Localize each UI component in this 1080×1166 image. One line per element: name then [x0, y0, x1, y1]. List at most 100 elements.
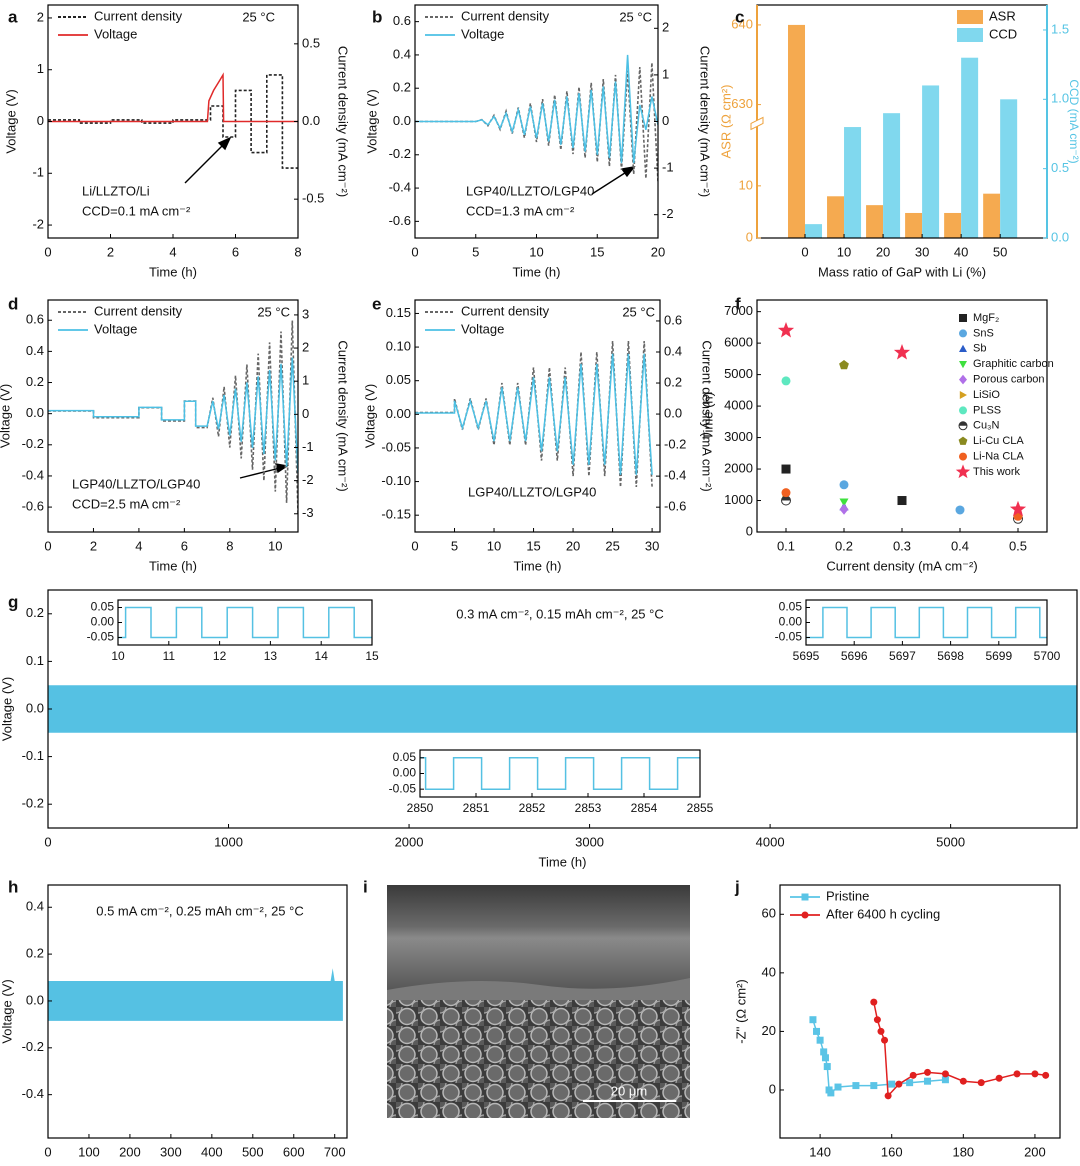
marker — [781, 464, 791, 474]
x-tick-label: 1000 — [214, 834, 243, 849]
y-tick-label: -0.15 — [381, 507, 411, 522]
arrow — [239, 467, 281, 479]
series-line — [48, 72, 298, 123]
x-tick-label: 10 — [268, 538, 282, 553]
y2-tick-label: -0.5 — [302, 191, 324, 206]
marker — [781, 376, 791, 386]
bar — [883, 113, 901, 238]
marker-half — [781, 496, 791, 501]
y2-tick-label: 1 — [302, 373, 309, 388]
marker — [977, 1079, 985, 1087]
y-tick-label: 0.2 — [26, 946, 44, 961]
y-tick-label: 0.6 — [393, 13, 411, 28]
y2-tick-label: -0.6 — [664, 499, 686, 514]
x-tick-label: 2000 — [395, 834, 424, 849]
frame — [414, 299, 661, 533]
legend-label: Voltage — [94, 26, 137, 41]
x-tick-label: 140 — [809, 1144, 831, 1159]
x-tick-label: 15 — [365, 649, 379, 663]
x-axis-label: Time (h) — [513, 264, 561, 279]
x-tick-label: 5000 — [936, 834, 965, 849]
x-tick-label: 180 — [952, 1144, 974, 1159]
panel-label: j — [734, 877, 740, 896]
y-tick-label: 7000 — [724, 303, 753, 318]
bar — [788, 24, 806, 238]
y-tick-label: 0.6 — [26, 312, 44, 327]
y-axis-label: Voltage (V) — [0, 677, 14, 741]
bar — [983, 193, 1001, 238]
y-tick-label: 10 — [739, 177, 753, 192]
marker — [941, 1076, 949, 1084]
y-tick-label: -1 — [32, 165, 44, 180]
x-tick-label: 300 — [160, 1144, 182, 1159]
bar — [805, 224, 823, 238]
panel-label: f — [735, 294, 741, 313]
legend-label: Voltage — [461, 321, 504, 336]
y-tick-label: 0.05 — [779, 600, 803, 614]
x-tick-label: 6 — [232, 244, 239, 259]
y-axis-label: -Z'' (Ω cm²) — [733, 979, 748, 1044]
y2-axis-label: Current density (mA cm⁻²) — [700, 340, 715, 491]
marker — [781, 488, 791, 498]
arrows — [184, 136, 636, 479]
plot-area — [788, 24, 1018, 238]
marker — [895, 1080, 903, 1088]
x-tick-label: 40 — [954, 244, 968, 259]
x-tick-label: 2855 — [687, 801, 714, 815]
y2-tick-label: -3 — [302, 505, 314, 520]
x-tick-label: 0 — [801, 244, 808, 259]
x-tick-label: 0 — [44, 1144, 51, 1159]
legend-label: Li-Na CLA — [973, 451, 1024, 463]
x-tick-label: 2854 — [631, 801, 658, 815]
y2-tick-label: 1 — [662, 66, 669, 81]
band — [48, 968, 343, 1021]
plot-area — [415, 341, 653, 488]
y-tick-label: 0.4 — [26, 343, 44, 358]
y2-tick-label: 2 — [302, 339, 309, 354]
marker — [870, 1082, 878, 1090]
plot-area — [420, 757, 700, 790]
x-tick-label: 15 — [590, 244, 604, 259]
marker — [897, 496, 907, 506]
y2-tick-label: 0 — [302, 406, 309, 421]
legend-label: Current density — [461, 303, 550, 318]
plot-area — [48, 968, 343, 1021]
bar — [1000, 99, 1018, 238]
y-tick-label: -0.4 — [22, 1086, 44, 1101]
x-tick-label: 0.2 — [835, 538, 853, 553]
bar — [866, 205, 884, 238]
plot-area — [118, 606, 372, 639]
y-tick-label: 0 — [746, 229, 753, 244]
legend-label: Pristine — [826, 888, 869, 903]
x-tick-label: 0 — [411, 538, 418, 553]
y-tick-label: 0.0 — [26, 405, 44, 420]
annotation: 25 °C — [622, 304, 655, 319]
y-tick-label: -0.6 — [22, 499, 44, 514]
y2-tick-label: -0.2 — [664, 437, 686, 452]
series-line — [118, 606, 372, 639]
marker — [821, 1054, 829, 1062]
legend-label: Voltage — [461, 26, 504, 41]
x-tick-label: 700 — [324, 1144, 346, 1159]
x-tick-label: 0 — [411, 244, 418, 259]
x-axis-label: Time (h) — [514, 558, 562, 573]
y-tick-label: 0 — [769, 1081, 776, 1096]
plot-area — [415, 54, 658, 183]
x-tick-label: 600 — [283, 1144, 305, 1159]
y2-axis-label: Current density (mA cm⁻²) — [336, 46, 351, 197]
x-tick-label: 100 — [78, 1144, 100, 1159]
legend-label: This work — [973, 466, 1021, 478]
marker — [820, 1048, 828, 1056]
x-tick-label: 8 — [226, 538, 233, 553]
marker — [909, 1071, 917, 1079]
x-tick-label: 12 — [213, 649, 227, 663]
y-tick-label: 0.0 — [393, 113, 411, 128]
panel-label: i — [363, 877, 368, 896]
annotation: 0.5 mA cm⁻², 0.25 mAh cm⁻², 25 °C — [96, 903, 303, 918]
y-tick-label: 2 — [37, 9, 44, 24]
y2-tick-label: 0.0 — [664, 405, 682, 420]
y-tick-label: -0.2 — [22, 436, 44, 451]
panel-label: d — [8, 294, 18, 313]
y2-axis-label: CCD (mA cm⁻²) — [1067, 79, 1080, 163]
